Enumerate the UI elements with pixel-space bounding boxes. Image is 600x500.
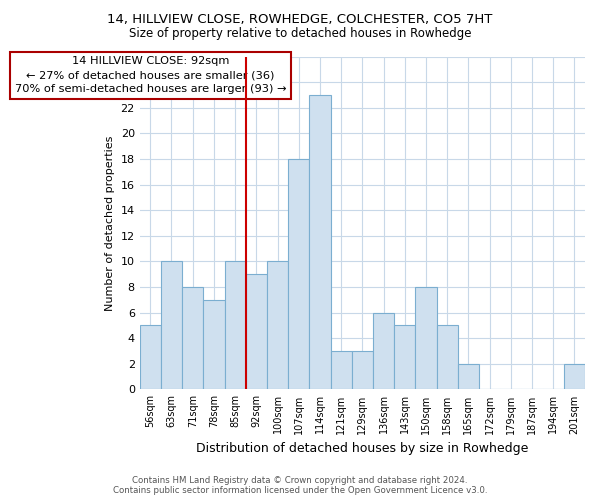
Text: Size of property relative to detached houses in Rowhedge: Size of property relative to detached ho… <box>129 28 471 40</box>
Bar <box>437 326 458 390</box>
Bar <box>182 287 203 390</box>
Text: 14, HILLVIEW CLOSE, ROWHEDGE, COLCHESTER, CO5 7HT: 14, HILLVIEW CLOSE, ROWHEDGE, COLCHESTER… <box>107 12 493 26</box>
Bar <box>331 351 352 390</box>
Bar <box>267 262 288 390</box>
Bar <box>224 262 246 390</box>
X-axis label: Distribution of detached houses by size in Rowhedge: Distribution of detached houses by size … <box>196 442 529 455</box>
Bar <box>352 351 373 390</box>
Bar <box>288 159 310 390</box>
Bar <box>161 262 182 390</box>
Bar <box>246 274 267 390</box>
Text: Contains HM Land Registry data © Crown copyright and database right 2024.
Contai: Contains HM Land Registry data © Crown c… <box>113 476 487 495</box>
Bar <box>310 95 331 390</box>
Bar <box>415 287 437 390</box>
Bar <box>564 364 585 390</box>
Bar <box>394 326 415 390</box>
Text: 14 HILLVIEW CLOSE: 92sqm
← 27% of detached houses are smaller (36)
70% of semi-d: 14 HILLVIEW CLOSE: 92sqm ← 27% of detach… <box>14 56 286 94</box>
Bar <box>373 312 394 390</box>
Y-axis label: Number of detached properties: Number of detached properties <box>105 136 115 310</box>
Bar <box>203 300 224 390</box>
Bar <box>458 364 479 390</box>
Bar <box>140 326 161 390</box>
